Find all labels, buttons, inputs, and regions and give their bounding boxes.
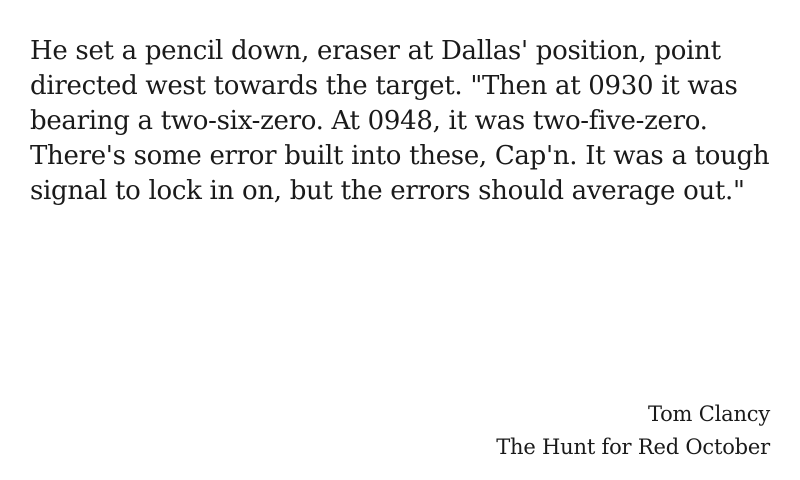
author-name: Tom Clancy [647,402,770,426]
quote-text: He set a pencil down, eraser at Dallas' … [30,36,770,206]
book-title: The Hunt for Red October [496,435,770,459]
attribution: Tom Clancy The Hunt for Red October [496,398,770,464]
